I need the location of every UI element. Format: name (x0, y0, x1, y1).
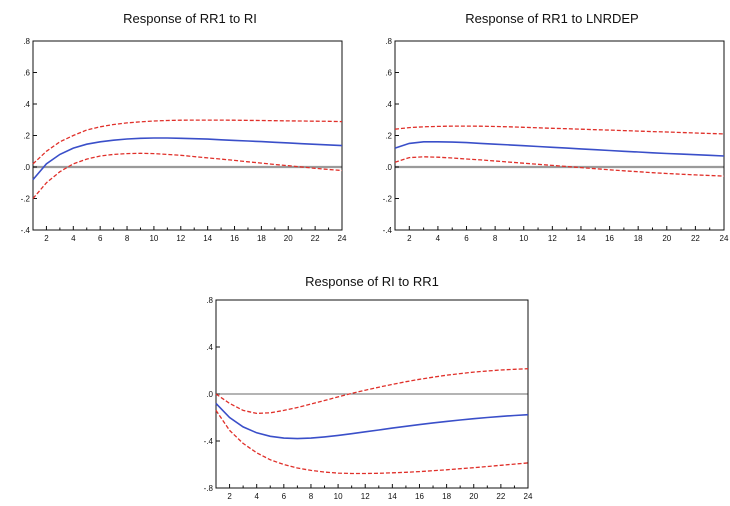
x-tick-label: 24 (338, 234, 347, 243)
x-tick-label: 4 (436, 234, 441, 243)
x-tick-label: 2 (407, 234, 412, 243)
x-tick-label: 20 (284, 234, 293, 243)
y-tick-label: .6 (23, 69, 30, 78)
x-tick-label: 22 (496, 492, 505, 501)
y-tick-label: .6 (385, 69, 392, 78)
y-tick-label: .8 (206, 296, 213, 305)
lower-band-line (32, 152, 343, 199)
x-tick-label: 20 (469, 492, 478, 501)
x-tick-label: 24 (720, 234, 729, 243)
panel-title: Response of RR1 to LNRDEP (465, 11, 638, 26)
x-tick-label: 10 (519, 234, 528, 243)
panel-title: Response of RI to RR1 (305, 274, 439, 289)
y-tick-label: .8 (385, 37, 392, 46)
upper-band-line (32, 119, 343, 165)
x-tick-label: 10 (334, 492, 343, 501)
lower-band-line (215, 410, 529, 475)
irf-panel-ri-to-rr1: Response of RI to RR1 .8.4.0-.4-.82 4 6 8 10… (204, 274, 533, 501)
x-tick-label: 18 (634, 234, 643, 243)
x-tick-label: 16 (415, 492, 424, 501)
x-tick-label: 22 (311, 234, 320, 243)
x-tick-label: 2 (44, 234, 49, 243)
y-tick-label: -.4 (204, 437, 214, 446)
y-tick-label: -.2 (21, 195, 31, 204)
irf-panel-rr1-to-lnrdep: Response of RR1 to LNRDEP .8 .6 .4 .2 .0 -.2 -… (383, 11, 729, 243)
upper-band-line (394, 125, 725, 135)
x-tick-label: 2 (227, 492, 232, 501)
y-tick-label: .4 (206, 343, 213, 352)
x-tick-label: 14 (388, 492, 397, 501)
x-tick-label: 16 (230, 234, 239, 243)
x-tick-label: 12 (176, 234, 185, 243)
y-tick-label: .8 (23, 37, 30, 46)
plot-frame (394, 40, 725, 231)
x-tick-label: 8 (493, 234, 498, 243)
irf-panel-rr1-to-ri: Response of RR1 to RI .8.6.4.2.0-.2-.42 4… (21, 11, 347, 243)
x-tick-label: 6 (98, 234, 103, 243)
x-tick-label: 14 (203, 234, 212, 243)
response-line (394, 141, 725, 157)
x-tick-label: 6 (464, 234, 469, 243)
y-tick-label: .4 (23, 100, 30, 109)
x-tick-label: 24 (524, 492, 533, 501)
plot-frame (32, 40, 343, 231)
x-tick-label: 10 (149, 234, 158, 243)
upper-band-line (215, 368, 529, 415)
x-tick-label: 12 (548, 234, 557, 243)
y-tick-label: .0 (206, 390, 213, 399)
y-tick-label: -.4 (21, 226, 31, 235)
x-tick-label: 18 (257, 234, 266, 243)
x-tick-label: 20 (662, 234, 671, 243)
panel-title: Response of RR1 to RI (123, 11, 257, 26)
y-tick-label: -.8 (204, 484, 214, 493)
y-tick-label: .2 (23, 132, 30, 141)
y-tick-label: .2 (385, 132, 392, 141)
x-tick-label: 8 (309, 492, 314, 501)
x-tick-label: 8 (125, 234, 130, 243)
x-tick-label: 16 (605, 234, 614, 243)
response-line (215, 402, 529, 440)
x-tick-label: 14 (577, 234, 586, 243)
x-tick-label: 22 (691, 234, 700, 243)
y-tick-label: -.2 (383, 195, 393, 204)
response-line (32, 137, 343, 181)
x-tick-label: 6 (282, 492, 287, 501)
x-tick-label: 12 (361, 492, 370, 501)
lower-band-line (394, 156, 725, 177)
y-tick-label: .0 (23, 163, 30, 172)
y-tick-label: -.4 (383, 226, 393, 235)
y-tick-label: .4 (385, 100, 392, 109)
x-tick-label: 18 (442, 492, 451, 501)
y-tick-label: .0 (385, 163, 392, 172)
x-tick-label: 4 (254, 492, 259, 501)
x-tick-label: 4 (71, 234, 76, 243)
